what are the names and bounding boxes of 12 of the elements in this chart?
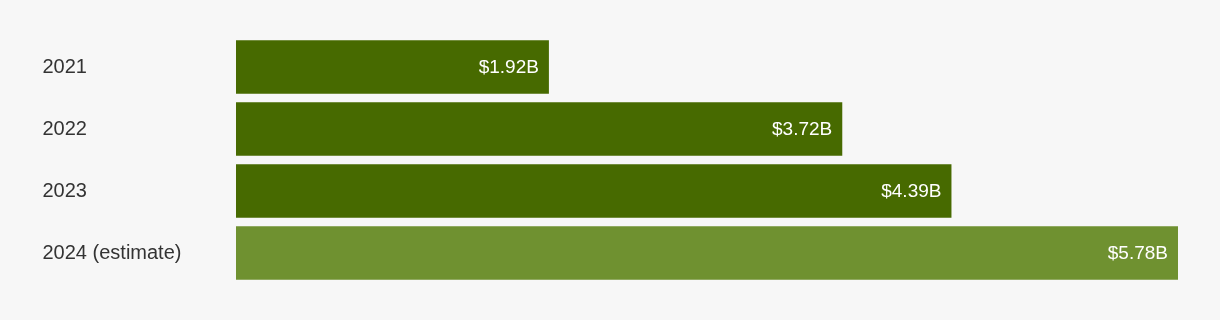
y-tick-label: 2022 <box>42 117 87 139</box>
data-label: $1.92B <box>478 56 539 77</box>
data-label: $4.39B <box>881 180 942 201</box>
bar <box>236 102 843 156</box>
y-tick-label: 2023 <box>42 179 87 201</box>
y-tick-label: 2021 <box>42 55 87 77</box>
bar <box>236 226 1178 280</box>
y-tick-label: 2024 (estimate) <box>42 241 182 263</box>
data-label: $5.78B <box>1107 242 1168 263</box>
bar <box>236 164 952 218</box>
bar <box>236 40 549 94</box>
data-label: $3.72B <box>772 118 833 139</box>
